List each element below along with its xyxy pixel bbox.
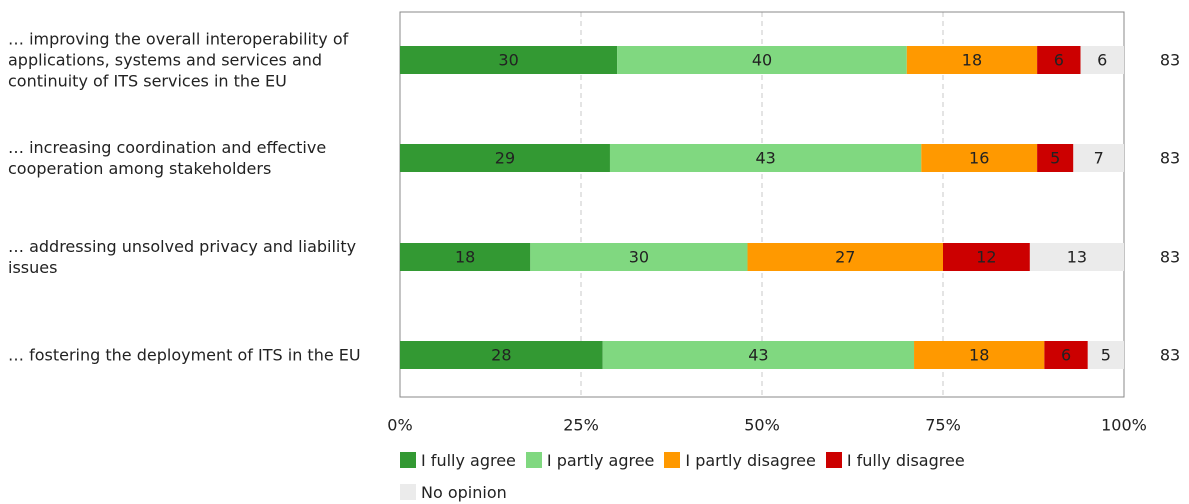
bar-segment bbox=[1029, 243, 1124, 271]
category-label: … improving the overall interoperability… bbox=[8, 29, 349, 91]
data-label: 6 bbox=[1054, 51, 1064, 70]
bar-segment bbox=[602, 341, 915, 369]
legend-swatch bbox=[525, 452, 542, 468]
data-label: 6 bbox=[1061, 346, 1071, 365]
x-tick-label: 0% bbox=[387, 416, 412, 435]
x-tick-label: 100% bbox=[1101, 416, 1147, 435]
legend-label: I fully agree bbox=[421, 450, 516, 470]
x-tick-label: 25% bbox=[563, 416, 599, 435]
data-label: 40 bbox=[752, 51, 772, 70]
x-tick-label: 50% bbox=[744, 416, 780, 435]
bar-segment bbox=[400, 144, 610, 172]
bar-segment bbox=[943, 243, 1030, 271]
total-label: 83 bbox=[1160, 248, 1180, 267]
data-label: 29 bbox=[495, 149, 515, 168]
data-label: 12 bbox=[976, 248, 996, 267]
data-label: 6 bbox=[1097, 51, 1107, 70]
legend-item: I fully disagree bbox=[825, 450, 965, 470]
data-label: 18 bbox=[969, 346, 989, 365]
bar-segment bbox=[400, 341, 603, 369]
data-label: 5 bbox=[1101, 346, 1111, 365]
bar-segment bbox=[1080, 46, 1124, 74]
legend-label: I partly agree bbox=[546, 450, 655, 470]
legend-swatch bbox=[400, 452, 416, 468]
bar-segment bbox=[1037, 144, 1074, 172]
bar-segment bbox=[906, 46, 1038, 74]
total-label: 83 bbox=[1160, 51, 1180, 70]
bar-segment bbox=[921, 144, 1038, 172]
data-label: 16 bbox=[969, 149, 989, 168]
category-label: … increasing coordination and effective … bbox=[8, 138, 327, 178]
data-label: 13 bbox=[1067, 248, 1087, 267]
bar-segment bbox=[400, 46, 618, 74]
legend-label: No opinion bbox=[421, 482, 507, 502]
bar-segment bbox=[747, 243, 943, 271]
bar-segment bbox=[400, 243, 531, 271]
x-tick-label: 75% bbox=[925, 416, 961, 435]
bar-segment bbox=[617, 46, 907, 74]
bar-segment bbox=[914, 341, 1045, 369]
legend-item: I partly agree bbox=[525, 450, 655, 470]
plot-frame bbox=[399, 11, 1125, 398]
category-label: … fostering the deployment of ITS in the… bbox=[8, 345, 361, 365]
legend-label: I fully disagree bbox=[846, 450, 965, 470]
total-label: 83 bbox=[1160, 149, 1180, 168]
legend-item: No opinion bbox=[400, 482, 507, 502]
bar-segment bbox=[1044, 341, 1088, 369]
legend-label: I partly disagree bbox=[685, 450, 816, 470]
total-label: 83 bbox=[1160, 346, 1180, 365]
legend-item: I fully agree bbox=[400, 450, 516, 470]
bar-segment bbox=[1037, 46, 1081, 74]
data-label: 27 bbox=[835, 248, 855, 267]
legend-swatch bbox=[664, 452, 681, 468]
legend-swatch bbox=[400, 484, 416, 500]
data-label: 18 bbox=[455, 248, 475, 267]
legend: I fully agree I partly agree I partly disa… bbox=[400, 450, 1080, 502]
data-label: 28 bbox=[491, 346, 511, 365]
bar-segment bbox=[530, 243, 748, 271]
data-label: 30 bbox=[498, 51, 518, 70]
category-label: … addressing unsolved privacy and liabil… bbox=[8, 237, 357, 277]
data-label: 5 bbox=[1050, 149, 1060, 168]
legend-swatch bbox=[825, 452, 842, 468]
data-label: 30 bbox=[629, 248, 649, 267]
data-label: 7 bbox=[1094, 149, 1104, 168]
data-label: 43 bbox=[748, 346, 768, 365]
data-label: 43 bbox=[755, 149, 775, 168]
bar-segment bbox=[609, 144, 922, 172]
legend-item: I partly disagree bbox=[664, 450, 816, 470]
bar-segment bbox=[1073, 144, 1124, 172]
bar-segment bbox=[1087, 341, 1124, 369]
data-label: 18 bbox=[962, 51, 982, 70]
